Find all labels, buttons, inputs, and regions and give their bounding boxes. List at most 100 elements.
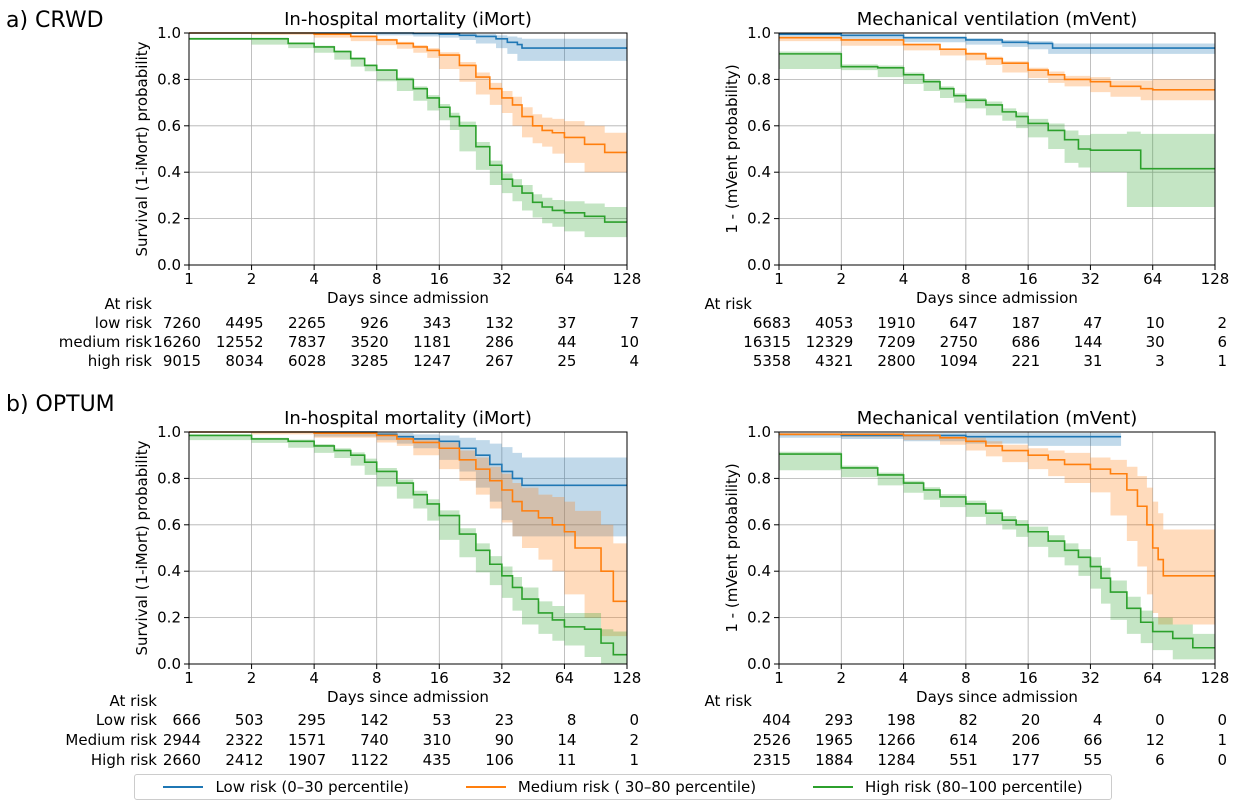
at-risk-count: 55	[1083, 751, 1102, 769]
at-risk-count: 3	[1155, 352, 1165, 370]
at-risk-count: 1247	[413, 352, 451, 370]
confidence-band-high-risk	[779, 51, 1215, 208]
y-tick-label: 0.0	[157, 655, 181, 673]
at-risk-count: 7837	[288, 333, 326, 351]
at-risk-count: 8034	[225, 352, 263, 370]
at-risk-count: 1907	[288, 751, 326, 769]
x-tick-label: 8	[372, 270, 382, 288]
at-risk-count: 23	[495, 711, 514, 729]
x-axis-label: Days since admission	[916, 688, 1078, 706]
at-risk-header: At risk	[705, 295, 753, 313]
at-risk-count: 25	[557, 352, 576, 370]
at-risk-count: 221	[1012, 352, 1041, 370]
at-risk-count: 1571	[288, 731, 326, 749]
at-risk-count: 503	[235, 711, 264, 729]
confidence-band-medium-risk	[189, 432, 627, 637]
at-risk-count: 4495	[225, 314, 263, 332]
legend-item-high-risk: High risk (80–100 percentile)	[813, 778, 1083, 796]
x-axis-label: Days since admission	[327, 289, 489, 307]
at-risk-count: 1965	[815, 731, 853, 749]
at-risk-count: 66	[1083, 731, 1102, 749]
at-risk-count: 2800	[877, 352, 915, 370]
at-risk-row-label: High risk	[91, 751, 157, 769]
x-tick-label: 32	[1081, 669, 1100, 687]
at-risk-count: 90	[495, 731, 514, 749]
x-tick-label: 16	[1019, 669, 1038, 687]
legend-item-low-risk: Low risk (0–30 percentile)	[163, 778, 409, 796]
x-tick-label: 128	[1201, 669, 1230, 687]
at-risk-count: 198	[887, 711, 916, 729]
x-tick-label: 8	[961, 270, 971, 288]
y-tick-label: 0.8	[157, 469, 181, 487]
y-tick-label: 0.8	[747, 469, 771, 487]
at-risk-count: 144	[1074, 333, 1103, 351]
plot-frame	[778, 431, 1216, 665]
x-tick-label: 16	[430, 270, 449, 288]
plot-frame	[778, 32, 1216, 266]
at-risk-count: 206	[1012, 731, 1041, 749]
at-risk-count: 30	[1146, 333, 1165, 351]
at-risk-count: 614	[949, 731, 978, 749]
chart-panel-2	[774, 32, 1216, 270]
x-tick-label: 8	[372, 669, 382, 687]
at-risk-count: 926	[360, 314, 389, 332]
at-risk-count: 2660	[163, 751, 201, 769]
x-tick-label: 4	[899, 270, 909, 288]
chart-panel-4	[774, 431, 1216, 669]
x-tick-label: 16	[1019, 270, 1038, 288]
x-tick-label: 32	[1081, 270, 1100, 288]
at-risk-count: 12329	[806, 333, 854, 351]
y-axis-label: 1 - (mVent probability)	[723, 463, 741, 632]
at-risk-count: 11	[557, 751, 576, 769]
x-tick-label: 32	[492, 270, 511, 288]
at-risk-count: 6028	[288, 352, 326, 370]
confidence-band-medium-risk	[779, 433, 1215, 625]
at-risk-count: 1266	[877, 731, 915, 749]
at-risk-count: 1094	[940, 352, 978, 370]
y-tick-label: 0.4	[157, 562, 181, 580]
y-tick-label: 0.0	[157, 256, 181, 274]
x-tick-label: 128	[1201, 270, 1230, 288]
at-risk-count: 404	[762, 711, 791, 729]
y-tick-label: 0.4	[747, 163, 771, 181]
survival-line-medium-risk	[779, 36, 1215, 91]
x-tick-label: 64	[555, 270, 574, 288]
at-risk-count: 3285	[351, 352, 389, 370]
legend-item-medium-risk: Medium risk ( 30–80 percentile)	[465, 778, 756, 796]
at-risk-count: 12	[1146, 731, 1165, 749]
at-risk-count: 2315	[753, 751, 791, 769]
at-risk-row-label: medium risk	[59, 333, 153, 351]
y-tick-label: 0.6	[157, 117, 181, 135]
at-risk-count: 310	[423, 731, 452, 749]
at-risk-count: 4053	[815, 314, 853, 332]
x-tick-label: 2	[247, 669, 257, 687]
at-risk-header: At risk	[110, 692, 158, 710]
at-risk-count: 3520	[351, 333, 389, 351]
at-risk-count: 2	[629, 731, 639, 749]
y-tick-label: 1.0	[747, 423, 771, 441]
legend-label-high-risk: High risk (80–100 percentile)	[865, 778, 1083, 796]
y-axis-label: Survival (1-iMort) probability	[133, 41, 151, 256]
at-risk-count: 343	[423, 314, 452, 332]
at-risk-count: 2944	[163, 731, 201, 749]
x-tick-label: 1	[774, 270, 784, 288]
y-tick-label: 0.4	[157, 163, 181, 181]
at-risk-count: 0	[1217, 711, 1227, 729]
y-tick-label: 0.8	[157, 70, 181, 88]
survival-line-high-risk	[189, 434, 627, 656]
y-tick-label: 0.2	[157, 210, 181, 228]
at-risk-count: 187	[1012, 314, 1041, 332]
at-risk-count: 2265	[288, 314, 326, 332]
at-risk-count: 0	[629, 711, 639, 729]
x-tick-label: 16	[430, 669, 449, 687]
at-risk-count: 647	[949, 314, 978, 332]
y-tick-label: 0.6	[747, 516, 771, 534]
at-risk-count: 1122	[351, 751, 389, 769]
legend-swatch-medium-risk	[465, 786, 506, 788]
at-risk-count: 1	[629, 751, 639, 769]
x-tick-label: 64	[1143, 669, 1162, 687]
at-risk-count: 0	[1155, 711, 1165, 729]
at-risk-count: 0	[1217, 751, 1227, 769]
y-tick-label: 0.2	[157, 609, 181, 627]
x-tick-label: 32	[492, 669, 511, 687]
